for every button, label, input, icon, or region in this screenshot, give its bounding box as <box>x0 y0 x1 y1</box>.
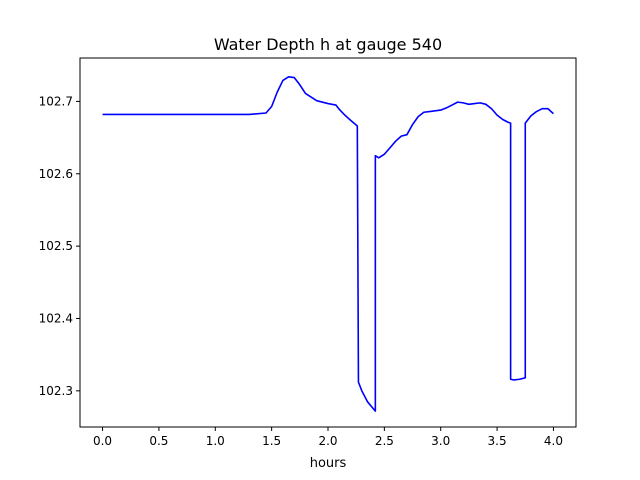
y-tick-label: 102.6 <box>39 167 73 181</box>
y-tick-label: 102.3 <box>39 384 73 398</box>
x-tick-label: 0.5 <box>149 434 168 448</box>
x-tick-label: 3.0 <box>431 434 450 448</box>
plot-area <box>79 57 577 428</box>
y-tick-label: 102.5 <box>39 239 73 253</box>
x-axis-label: hours <box>310 456 347 471</box>
y-axis: 102.3 102.4 102.5 102.6 102.7 <box>39 94 80 398</box>
y-tick-label: 102.4 <box>39 311 73 325</box>
series-line-water-depth <box>102 76 554 412</box>
x-tick-label: 4.0 <box>544 434 563 448</box>
plot-frame <box>79 57 577 428</box>
x-axis: 0.0 0.5 1.0 1.5 2.0 2.5 3.0 3.5 4.0 <box>93 427 563 448</box>
x-tick-label: 0.0 <box>93 434 112 448</box>
x-tick-label: 1.0 <box>206 434 225 448</box>
x-tick-label: 1.5 <box>262 434 281 448</box>
x-tick-label: 3.5 <box>488 434 507 448</box>
y-tick-label: 102.7 <box>39 94 73 108</box>
x-tick-label: 2.5 <box>375 434 394 448</box>
chart-title: Water Depth h at gauge 540 <box>214 35 442 54</box>
x-tick-label: 2.0 <box>318 434 337 448</box>
